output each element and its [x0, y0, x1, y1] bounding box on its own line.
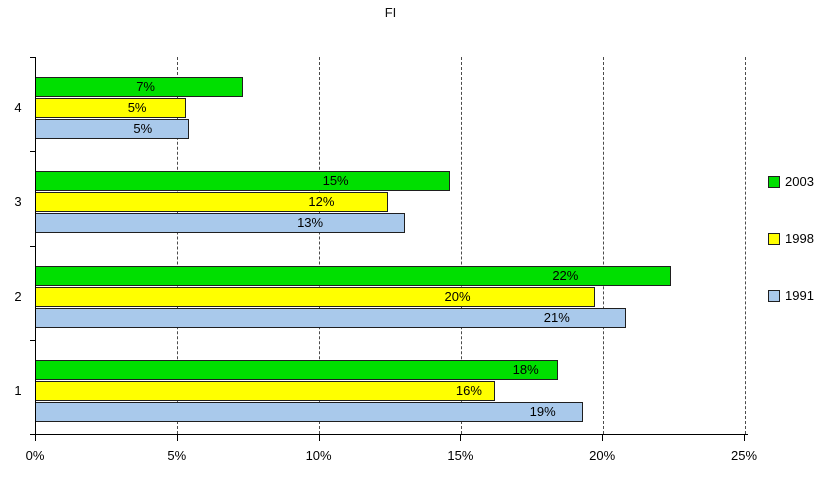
legend-item-2003: 2003 [768, 174, 838, 189]
legend-label: 1991 [785, 287, 814, 303]
bar-1991-cat1 [35, 401, 584, 422]
bar-value-label: 16% [455, 382, 482, 398]
x-axis-line [30, 434, 748, 435]
legend-marker-1998 [768, 232, 780, 245]
x-axis-tick [460, 434, 462, 441]
y-axis-category-label: 1 [14, 382, 22, 398]
y-axis-category-label: 2 [14, 288, 22, 304]
y-axis-tick [30, 151, 35, 152]
legend-label: 1998 [785, 230, 814, 246]
y-axis-category-label: 4 [14, 100, 22, 115]
x-axis-tick [602, 434, 604, 441]
gridline [460, 57, 462, 434]
x-axis-tick [744, 434, 745, 441]
bar-2003-cat3 [35, 171, 451, 192]
gridline [602, 57, 604, 434]
legend-marker-2003 [768, 175, 780, 188]
bar-value-label: 20% [444, 288, 471, 304]
gridline [319, 57, 321, 434]
x-axis-tick-label: 5% [167, 448, 187, 463]
y-axis-category-label: 3 [14, 194, 22, 210]
bar-value-label: 21% [543, 309, 570, 325]
legend-label: 2003 [785, 173, 814, 189]
x-axis-tick-label: 10% [305, 448, 332, 463]
bar-value-label: 19% [529, 403, 556, 419]
x-axis-tick-label: 20% [589, 448, 616, 463]
y-axis-tick [30, 57, 35, 58]
y-axis-line [35, 57, 36, 441]
gridline [177, 57, 179, 434]
bar-1998-cat1 [35, 380, 496, 401]
x-axis-tick-label: 25% [730, 448, 758, 463]
gridline [744, 57, 746, 434]
x-axis-tick-label: 15% [447, 448, 474, 463]
x-axis-tick [176, 434, 178, 441]
bar-value-label: 13% [297, 215, 324, 231]
bar-2003-cat1 [35, 359, 558, 380]
x-axis-tick-label: 0% [25, 448, 45, 463]
bar-value-label: 18% [512, 361, 539, 377]
chart-title: FI [384, 5, 397, 20]
y-axis-tick [30, 340, 35, 341]
bar-value-label: 12% [308, 194, 335, 210]
bar-value-label: 5% [133, 121, 153, 136]
bar-value-label: 22% [552, 267, 579, 283]
legend-item-1991: 1991 [768, 288, 838, 303]
legend-item-1998: 1998 [768, 231, 838, 246]
y-axis-tick [30, 434, 35, 435]
x-axis-tick [318, 434, 320, 441]
bar-1998-cat2 [35, 286, 595, 307]
bar-value-label: 7% [136, 79, 155, 94]
legend-marker-1991 [768, 289, 780, 302]
x-axis-tick [35, 434, 36, 441]
bar-value-label: 15% [322, 173, 349, 189]
y-axis-tick [30, 246, 35, 247]
bar-value-label: 5% [127, 100, 147, 115]
